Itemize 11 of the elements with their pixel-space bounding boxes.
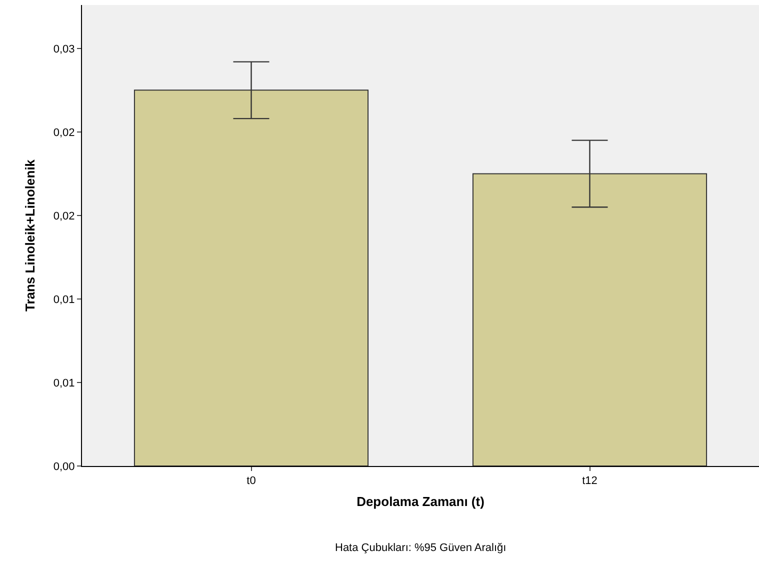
y-tick-label: 0,02	[53, 210, 75, 222]
y-tick-label: 0,01	[53, 377, 75, 390]
x-axis-title: Depolama Zamanı (t)	[356, 494, 484, 509]
x-tick-label: t12	[582, 475, 598, 488]
y-tick-label: 0,03	[53, 43, 75, 56]
y-tick-label: 0,02	[53, 126, 75, 139]
text: Hata Çubukları: %95 Güven Aralığı	[335, 542, 506, 554]
y-tick-label: 0,00	[53, 460, 75, 473]
y-tick-label: 0,01	[53, 294, 75, 306]
x-tick-label: t0	[246, 475, 256, 488]
y-axis-title: Trans Linoleik+Linolenik	[22, 158, 38, 312]
